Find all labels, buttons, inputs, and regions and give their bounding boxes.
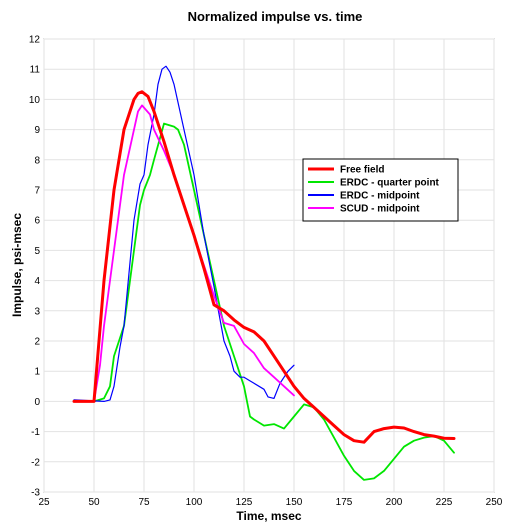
- legend-label: Free field: [340, 165, 384, 176]
- y-tick-label: 1: [34, 367, 40, 378]
- y-tick-label: 3: [34, 306, 40, 317]
- series-line-free-field: [72, 90, 456, 444]
- x-tick-label: 150: [286, 497, 303, 508]
- x-tick-label: 125: [236, 497, 253, 508]
- y-tick-label: 10: [29, 95, 41, 106]
- y-tick-label: 9: [34, 125, 40, 136]
- ticks-layer: 25 50 75 100 125 150 175 200 225 250-3-2-10123456…: [29, 35, 503, 509]
- y-tick-label: 6: [34, 216, 40, 227]
- x-tick-label: 25: [38, 497, 50, 508]
- x-tick-label: 250: [486, 497, 503, 508]
- legend-label: ERDC - midpoint: [340, 191, 420, 202]
- y-tick-label: -1: [31, 427, 40, 438]
- y-tick-label: 5: [34, 246, 40, 257]
- y-tick-label: 12: [29, 35, 41, 46]
- legend-label: SCUD - midpoint: [340, 204, 420, 215]
- y-tick-label: 8: [34, 155, 40, 166]
- y-axis-label: Impulse, psi-msec: [10, 213, 24, 317]
- x-axis-label: Time, msec: [236, 509, 301, 523]
- x-tick-label: 225: [436, 497, 453, 508]
- y-tick-label: -3: [31, 488, 40, 499]
- grid-layer: [43, 38, 495, 493]
- y-tick-label: 4: [34, 276, 40, 287]
- y-tick-label: 7: [34, 186, 40, 197]
- x-tick-label: 175: [336, 497, 353, 508]
- series-layer: [72, 65, 456, 481]
- x-tick-label: 50: [88, 497, 100, 508]
- chart-title: Normalized impulse vs. time: [188, 9, 363, 24]
- y-tick-label: 0: [34, 397, 40, 408]
- legend: Free field ERDC - quarter point ERDC - mid…: [302, 158, 459, 222]
- x-tick-label: 75: [138, 497, 150, 508]
- x-tick-label: 200: [386, 497, 403, 508]
- x-tick-label: 100: [186, 497, 203, 508]
- series-line-erdc-midpoint: [73, 65, 295, 402]
- legend-label: ERDC - quarter point: [340, 178, 440, 189]
- y-tick-label: 2: [34, 337, 40, 348]
- y-tick-label: 11: [30, 65, 41, 76]
- y-tick-label: -2: [31, 457, 40, 468]
- series-line-erdc-quarter-point: [73, 122, 455, 481]
- plot-area-frame: [43, 38, 495, 493]
